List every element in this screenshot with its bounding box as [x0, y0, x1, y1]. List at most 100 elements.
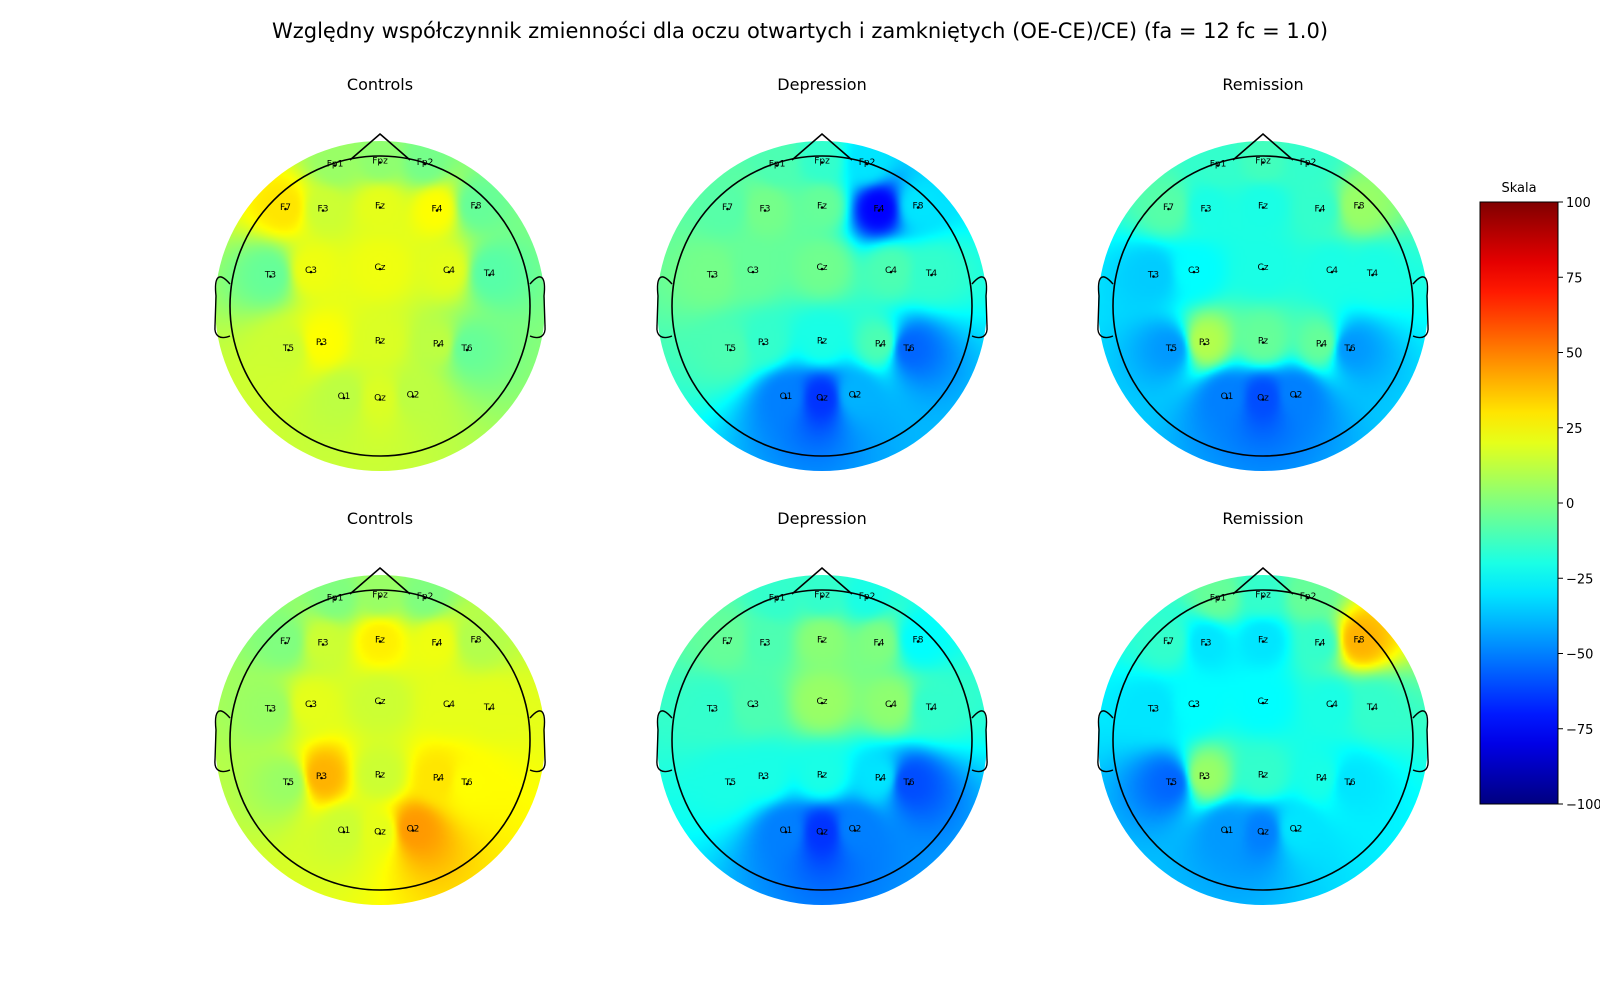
- electrode-marker: [853, 829, 857, 832]
- left-ear-outline: [656, 710, 673, 773]
- electrode-label: Pz: [375, 771, 385, 781]
- electrode-marker: [1371, 273, 1374, 277]
- electrode-label: T3: [706, 705, 718, 715]
- electrode-marker: [907, 782, 911, 786]
- electrode-label: Oz: [1257, 394, 1269, 404]
- electrode-marker: [820, 775, 824, 778]
- electrode-label: F3: [1201, 205, 1212, 215]
- electrode-marker: [284, 207, 287, 211]
- electrode-label: T4: [925, 703, 937, 713]
- electrode-marker: [1192, 704, 1196, 708]
- electrode-label: Oz: [374, 828, 386, 838]
- electrode-marker: [889, 704, 893, 708]
- electrode-marker: [465, 348, 469, 352]
- electrode-label: O1: [780, 392, 793, 402]
- electrode-label: T6: [902, 344, 914, 354]
- colorbar: Skala 100 75 50 25 0 −25 −50 −75 −100: [1479, 181, 1600, 813]
- electrode-label: Oz: [816, 828, 828, 838]
- electrode-marker: [378, 206, 382, 209]
- electrode-label: C4: [1326, 700, 1338, 710]
- electrode-label: P3: [1199, 338, 1210, 348]
- electrode-label: Pz: [817, 771, 827, 781]
- electrode-label: T6: [1343, 778, 1355, 788]
- electrode-label: T5: [1165, 778, 1177, 788]
- electrode-label: P3: [1199, 772, 1210, 782]
- colorbar-tick-label: −50: [1566, 648, 1593, 663]
- electrode-marker: [411, 829, 415, 832]
- electrode-label: F4: [874, 205, 885, 215]
- electrode-marker: [1203, 342, 1206, 346]
- electrode-marker: [474, 206, 478, 209]
- electrode-label: O2: [849, 825, 862, 835]
- electrode-marker: [1348, 348, 1352, 352]
- electrode-label: O2: [849, 391, 862, 401]
- electrode-label: F3: [760, 639, 771, 649]
- topomap-heatmap: [1098, 575, 1428, 905]
- right-ear-outline: [1412, 276, 1429, 339]
- electrode-marker: [1371, 707, 1374, 711]
- electrode-label: Fp2: [859, 592, 876, 602]
- nose-outline: [1232, 132, 1294, 161]
- electrode-marker: [342, 830, 346, 834]
- electrode-label: Oz: [374, 394, 386, 404]
- topomap-heatmap: [657, 575, 987, 905]
- electrode-label: Fpz: [1255, 591, 1271, 601]
- electrode-marker: [930, 707, 933, 711]
- electrode-marker: [1261, 775, 1265, 778]
- electrode-label: T4: [483, 269, 495, 279]
- electrode-label: F7: [722, 203, 733, 213]
- electrode-marker: [775, 598, 779, 601]
- panel-title: Controls: [347, 509, 413, 528]
- panel-title: Controls: [347, 75, 413, 94]
- electrode-label: T6: [460, 344, 472, 354]
- electrode-label: F8: [1354, 636, 1365, 646]
- electrode-label: T6: [902, 778, 914, 788]
- electrode-label: F4: [1315, 205, 1326, 215]
- nose-outline: [791, 132, 853, 161]
- electrode-label: Fp1: [1210, 160, 1227, 170]
- electrode-marker: [763, 209, 767, 212]
- electrode-label: T5: [282, 778, 294, 788]
- electrode-marker: [378, 775, 382, 778]
- electrode-marker: [916, 206, 920, 209]
- electrode-marker: [1261, 341, 1265, 344]
- electrode-label: T3: [264, 705, 276, 715]
- right-ear-outline: [529, 710, 546, 773]
- electrode-label: F8: [471, 202, 482, 212]
- panel-title: Depression: [777, 75, 866, 94]
- electrode-label: Fz: [1258, 202, 1268, 212]
- electrode-label: T3: [264, 271, 276, 281]
- electrode-marker: [820, 161, 824, 164]
- electrode-marker: [1203, 776, 1206, 780]
- electrode-marker: [309, 270, 313, 274]
- electrode-marker: [321, 209, 325, 212]
- electrode-label: O1: [1221, 826, 1234, 836]
- electrode-label: Fpz: [814, 591, 830, 601]
- electrode-label: T5: [724, 344, 736, 354]
- electrode-marker: [333, 598, 337, 601]
- electrode-marker: [820, 341, 824, 344]
- electrode-marker: [877, 643, 881, 646]
- electrode-label: Fp1: [327, 160, 344, 170]
- electrode-label: P3: [758, 338, 769, 348]
- electrode-marker: [820, 267, 824, 271]
- colorbar-gradient: [1479, 201, 1559, 805]
- electrode-label: T5: [1165, 344, 1177, 354]
- electrode-marker: [378, 832, 382, 835]
- electrode-marker: [865, 162, 869, 166]
- electrode-label: T3: [1147, 271, 1159, 281]
- electrode-label: P4: [1316, 340, 1327, 350]
- left-ear-outline: [1097, 276, 1114, 339]
- electrode-label: C3: [305, 700, 317, 710]
- topomap-heatmap: [215, 575, 545, 905]
- topomap-panel: Controls Fp1 Fpz Fp2 F7 F3 Fz F4 F8 T3 C3 Cz C4 T4 T5 P…: [214, 75, 546, 471]
- colorbar-tick-label: −25: [1566, 572, 1593, 587]
- electrode-marker: [762, 776, 765, 780]
- electrode-label: Fz: [1258, 636, 1268, 646]
- electrode-marker: [1294, 829, 1298, 832]
- electrode-label: P4: [875, 340, 886, 350]
- right-ear-outline: [529, 276, 546, 339]
- electrode-marker: [378, 161, 382, 164]
- electrode-marker: [1306, 162, 1310, 166]
- panel-title: Remission: [1222, 75, 1303, 94]
